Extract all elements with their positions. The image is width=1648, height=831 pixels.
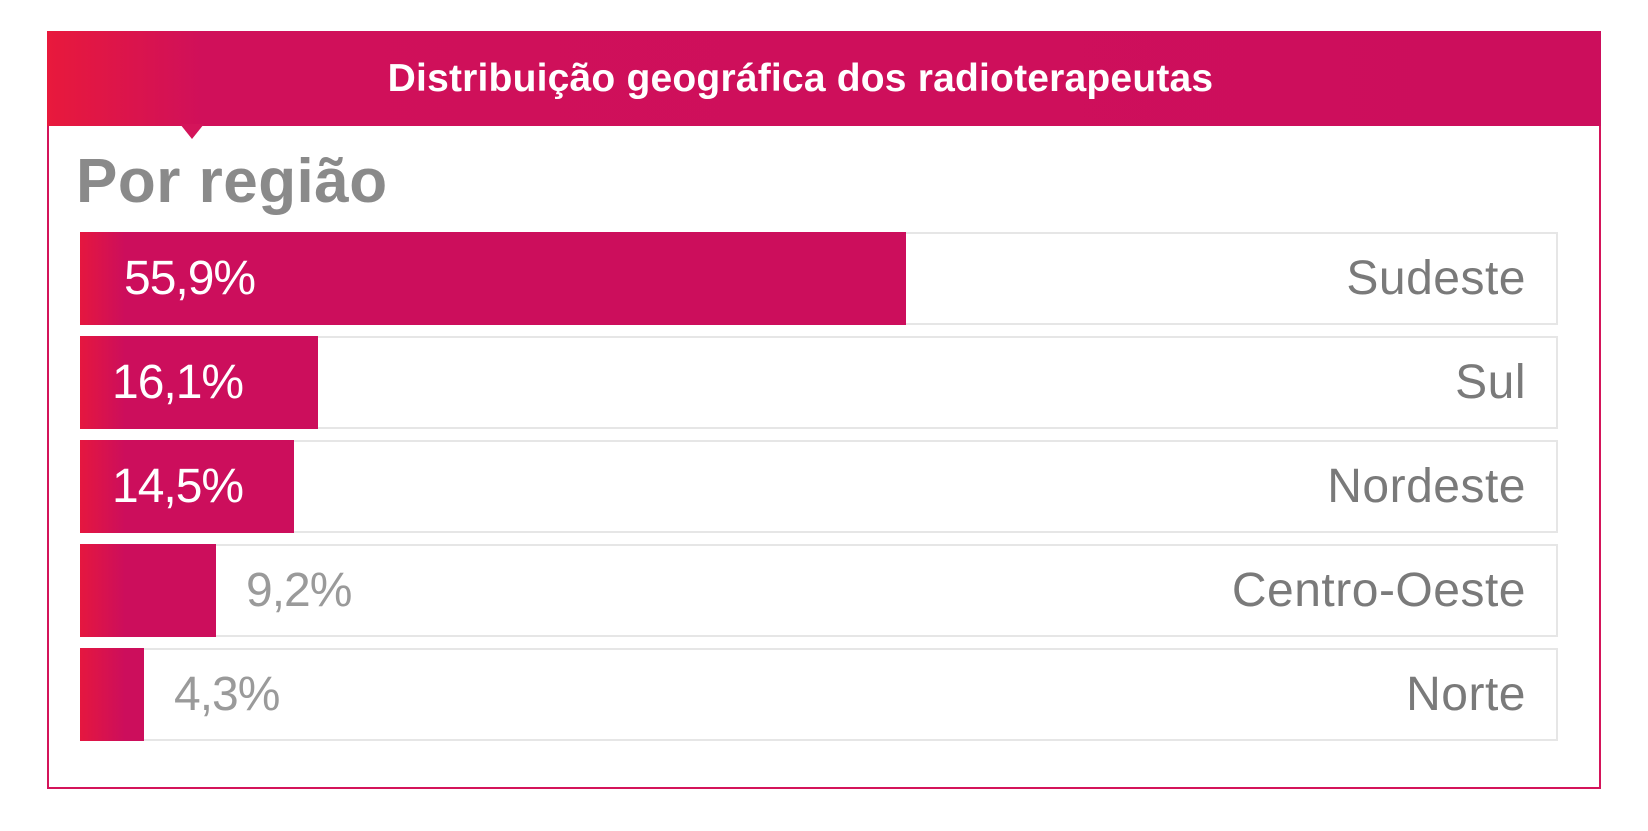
category-label: Norte bbox=[1406, 668, 1526, 721]
bar bbox=[80, 336, 318, 429]
bar-row-sul: 16,1% Sul bbox=[80, 336, 1558, 429]
bar bbox=[80, 440, 294, 533]
bar-value-label: 4,3% bbox=[174, 668, 280, 721]
bar-row-norte: 4,3% Norte bbox=[80, 648, 1558, 741]
bar-row-centro-oeste: 9,2% Centro-Oeste bbox=[80, 544, 1558, 637]
category-label: Sul bbox=[1455, 356, 1526, 409]
bar-value-label: 55,9% bbox=[124, 252, 256, 305]
bar bbox=[80, 232, 906, 325]
category-label: Sudeste bbox=[1346, 252, 1526, 305]
header-pointer bbox=[180, 124, 204, 139]
bar-value-label: 14,5% bbox=[112, 460, 244, 513]
bar-value-label: 9,2% bbox=[246, 564, 352, 617]
category-label: Nordeste bbox=[1327, 460, 1526, 513]
chart-card: Distribuição geográfica dos radioterapeu… bbox=[47, 31, 1601, 789]
header-title: Distribuição geográfica dos radioterapeu… bbox=[387, 57, 1214, 100]
bar-value-label: 16,1% bbox=[112, 356, 244, 409]
bar bbox=[80, 648, 144, 741]
bar bbox=[80, 544, 216, 637]
bar-row-sudeste: 55,9% Sudeste bbox=[80, 232, 1558, 325]
chart-title: Por região bbox=[76, 147, 388, 216]
bar-row-nordeste: 14,5% Nordeste bbox=[80, 440, 1558, 533]
category-label: Centro-Oeste bbox=[1231, 564, 1526, 617]
chart-header: Distribuição geográfica dos radioterapeu… bbox=[47, 31, 1601, 126]
